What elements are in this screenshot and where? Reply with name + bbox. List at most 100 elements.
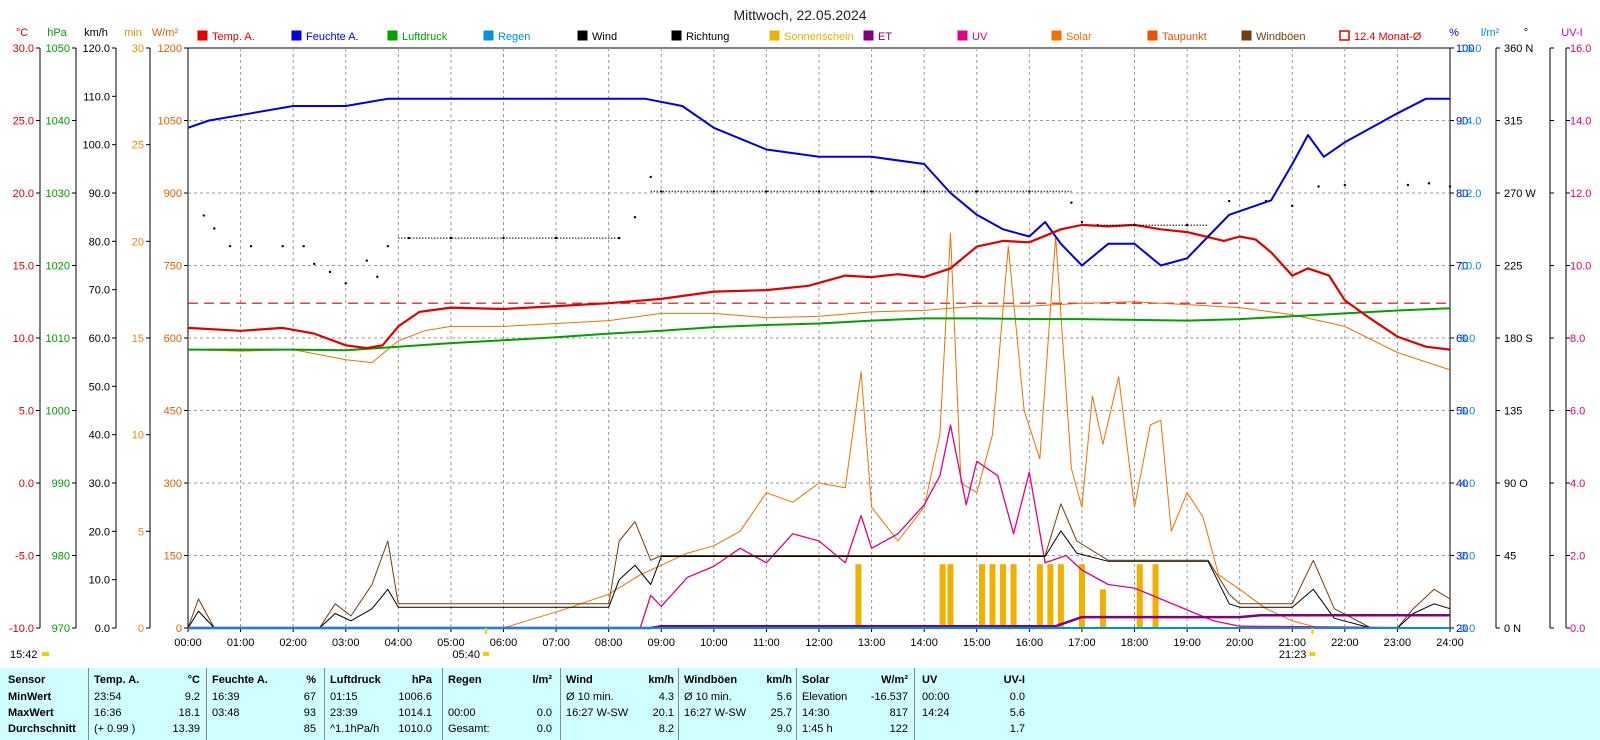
summary-cell-value: 122: [889, 723, 908, 735]
dir-tick-label: 270 W: [1504, 188, 1536, 200]
legend-swatch: [957, 30, 968, 41]
solar-series-line: [188, 232, 1450, 629]
summary-header: Solar: [802, 674, 830, 686]
summary-column-separator: [88, 668, 89, 740]
sun-tick-label: 10: [132, 430, 144, 442]
press-tick-label: 1000: [46, 406, 70, 418]
hum-tick-label: 90: [1456, 116, 1468, 128]
hum-tick-label: 50: [1456, 406, 1468, 418]
summary-cell-detail: (+ 0.99 ): [94, 723, 136, 735]
wind-direction-point: [328, 270, 332, 274]
sunset-label: 21:23: [1279, 649, 1307, 661]
legend-swatch: [483, 30, 494, 41]
solar-tick-label: 0: [176, 623, 182, 635]
x-tick-label: 11:00: [753, 637, 780, 649]
summary-cell-value: 8.2: [658, 723, 674, 735]
hum-axis-unit: %: [1449, 27, 1459, 39]
solar-tick-label: 750: [164, 261, 182, 273]
x-tick-label: 14:00: [910, 637, 938, 649]
summary-cell-detail: Ø 10 min.: [684, 691, 732, 703]
legend-label: Sonnenschein: [784, 31, 854, 43]
x-tick-label: 13:00: [858, 637, 886, 649]
summary-cell-detail: ^1.1hPa/h: [330, 723, 380, 735]
legend-label: Windböen: [1256, 31, 1306, 43]
wind-tick-label: 50.0: [89, 381, 110, 393]
legend-label: 12.4 Monat-Ø: [1354, 31, 1422, 43]
uvi-tick-label: 16.0: [1570, 43, 1591, 55]
wind-direction-point: [365, 259, 368, 262]
current-time-marker: [42, 652, 49, 656]
x-tick-label: 19:00: [1173, 637, 1201, 649]
wind-direction-point: [202, 214, 205, 217]
x-tick-label: 04:00: [385, 637, 413, 649]
solar-tick-label: 1050: [158, 116, 182, 128]
legend-label: Luftdruck: [402, 31, 448, 43]
summary-header: Wind: [566, 674, 593, 686]
summary-cell-detail: Ø 10 min.: [566, 691, 614, 703]
summary-cell-value: 1014.1: [398, 707, 432, 719]
wind-direction-point: [228, 244, 232, 248]
x-tick-label: 21:00: [1278, 637, 1306, 649]
wind-direction-point: [1343, 183, 1347, 187]
wind-direction-point: [376, 275, 379, 278]
x-tick-label: 24:00: [1436, 637, 1464, 649]
sun-axis-unit: min: [124, 27, 142, 39]
temp-tick-label: 10.0: [13, 333, 34, 345]
summary-header-unit: km/h: [766, 674, 792, 686]
summary-header-unit: °C: [187, 674, 200, 686]
summary-cell-detail: 16:27 W-SW: [684, 707, 747, 719]
summary-cell-value: 1.7: [1009, 723, 1025, 735]
wind-direction-point: [617, 236, 621, 240]
legend-swatch: [1339, 30, 1350, 41]
sunshine-bar: [1136, 564, 1143, 628]
press-tick-label: 1050: [46, 43, 70, 55]
temp-a-series-line: [187, 223, 1451, 351]
summary-header-unit: %: [306, 674, 316, 686]
summary-cell-detail: 16:27 W-SW: [566, 707, 629, 719]
sun-tick-label: 30: [132, 43, 144, 55]
wind-tick-label: 30.0: [89, 478, 110, 490]
rain-axis-unit: l/m²: [1481, 27, 1500, 39]
rain-tick-label: 14.0: [1460, 116, 1481, 128]
summary-cell-value: 817: [889, 707, 908, 719]
summary-header: Sensor: [8, 674, 46, 686]
summary-cell-value: 25.7: [770, 707, 792, 719]
sunshine-bar: [1078, 564, 1085, 628]
legend-swatch: [1241, 30, 1252, 41]
temp-tick-label: 5.0: [19, 406, 34, 418]
legend-label: Wind: [592, 31, 617, 43]
wind-tick-label: 90.0: [89, 188, 110, 200]
current-time-label: 15:42: [10, 649, 38, 661]
wind-series-line: [187, 530, 1451, 629]
press-tick-label: 1010: [46, 333, 70, 345]
x-tick-label: 01:00: [227, 637, 255, 649]
legend-label: Richtung: [686, 31, 729, 43]
uvi-axis-unit: UV-I: [1561, 27, 1582, 39]
legend-label: Taupunkt: [1162, 31, 1207, 43]
wind-direction-point: [344, 282, 347, 285]
summary-cell-value: -16.537: [870, 691, 908, 703]
legend-swatch: [1147, 30, 1158, 41]
x-tick-label: 10:00: [700, 637, 728, 649]
luftdruck-series-line: [188, 307, 1451, 352]
wind-tick-label: 110.0: [83, 91, 110, 103]
wind-tick-label: 100.0: [82, 140, 110, 152]
wind-direction-point: [649, 175, 652, 179]
summary-header: Luftdruck: [330, 674, 381, 686]
wind-axis-unit: km/h: [84, 27, 108, 39]
wind-direction-point: [633, 215, 637, 219]
solar-tick-label: 300: [164, 478, 182, 490]
wind-direction-point: [386, 244, 390, 248]
press-tick-label: 1030: [46, 188, 70, 200]
summary-column-separator: [796, 668, 797, 740]
legend-swatch: [577, 30, 588, 41]
summary-cell-detail: 14:30: [802, 707, 830, 719]
solar-tick-label: 900: [164, 188, 182, 200]
sunshine-bar: [1099, 589, 1106, 628]
sun-tick-label: 0: [138, 623, 144, 635]
hum-tick-label: 100: [1456, 43, 1474, 55]
uvi-tick-label: 4.0: [1570, 478, 1585, 490]
legend-swatch: [863, 30, 874, 41]
summary-cell-value: 9.0: [776, 723, 792, 735]
wind-tick-label: 0.0: [95, 623, 110, 635]
